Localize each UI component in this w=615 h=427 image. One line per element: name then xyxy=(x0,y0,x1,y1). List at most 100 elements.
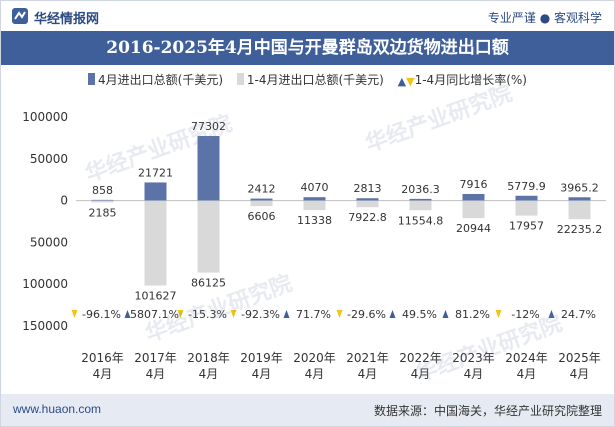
data-label-april: 2036.3 xyxy=(401,183,440,196)
bar-april xyxy=(144,182,167,201)
bar-cumulative xyxy=(91,200,114,203)
bar-cumulative xyxy=(515,200,538,216)
brand-name: 华经情报网 xyxy=(34,12,100,27)
data-label-growth: -96.1% xyxy=(82,308,121,321)
legend-item-growth: ▲▼1-4月同比增长率(%) xyxy=(398,71,527,88)
x-tick-label-month: 4月 xyxy=(517,367,537,381)
legend-swatch-cumulative xyxy=(236,73,244,85)
data-label-april: 4070 xyxy=(301,181,329,194)
growth-down-triangle-icon xyxy=(336,310,343,318)
bar-april xyxy=(515,195,538,201)
chart-legend: 4月进出口总额(千美元) 1-4月进出口总额(千美元) ▲▼1-4月同比增长率(… xyxy=(1,71,614,91)
bar-cumulative xyxy=(303,200,326,211)
y-tick-label: 100000 xyxy=(22,277,68,291)
x-tick-label-year: 2021年 xyxy=(346,351,389,365)
x-tick-label-year: 2024年 xyxy=(505,351,548,365)
bar-april xyxy=(91,199,114,201)
data-label-growth: -92.3% xyxy=(241,308,280,321)
x-tick-label-year: 2025年 xyxy=(558,351,601,365)
bar-april xyxy=(197,135,220,201)
footer-website-link[interactable]: www.huaon.com xyxy=(13,402,102,416)
legend-label-cumulative: 1-4月进出口总额(千美元) xyxy=(246,73,384,87)
data-label-cumulative: 101627 xyxy=(135,290,177,303)
bar-april xyxy=(568,197,591,201)
legend-swatch-april xyxy=(88,73,96,85)
x-tick-label-year: 2023年 xyxy=(452,351,495,365)
growth-up-triangle-icon xyxy=(283,310,290,318)
bar-april xyxy=(356,198,379,201)
data-label-growth: 5807.1% xyxy=(130,308,179,321)
data-label-cumulative: 11554.8 xyxy=(398,214,444,227)
x-tick-label-month: 4月 xyxy=(464,367,484,381)
footer-bar: www.huaon.com 数据来源：中国海关，华经产业研究院整理 xyxy=(1,394,614,426)
y-tick-label: 100000 xyxy=(22,110,68,124)
growth-down-triangle-icon xyxy=(495,310,502,318)
x-tick-label-year: 2017年 xyxy=(134,351,177,365)
data-label-growth: 49.5% xyxy=(402,308,437,321)
y-tick-label: 50000 xyxy=(30,235,68,249)
y-tick-label: 0 xyxy=(60,194,68,208)
x-tick-label-month: 4月 xyxy=(411,367,431,381)
growth-down-triangle-icon xyxy=(71,310,78,318)
data-label-cumulative: 6606 xyxy=(248,210,276,223)
data-label-growth: 81.2% xyxy=(455,308,490,321)
data-label-cumulative: 2185 xyxy=(89,206,117,219)
data-label-growth: -12% xyxy=(511,308,539,321)
title-bar: 2016-2025年4月中国与开曼群岛双边货物进出口额 xyxy=(1,31,614,65)
bar-cumulative xyxy=(356,200,379,208)
growth-up-triangle-icon xyxy=(548,310,555,318)
data-label-growth: 71.7% xyxy=(296,308,331,321)
legend-label-growth: 1-4月同比增长率(%) xyxy=(414,73,527,87)
data-label-cumulative: 22235.2 xyxy=(557,223,603,236)
bar-april xyxy=(303,197,326,201)
x-tick-label-month: 4月 xyxy=(305,367,325,381)
x-tick-label-month: 4月 xyxy=(252,367,272,381)
chart-plot: 100000 50000 0 50000 100000 150000 858 2185 -96.… xyxy=(22,110,606,381)
x-tick-label-year: 2019年 xyxy=(240,351,283,365)
chart-title: 2016-2025年4月中国与开曼群岛双边货物进出口额 xyxy=(106,38,509,58)
data-label-april: 858 xyxy=(92,184,113,197)
data-label-growth: -29.6% xyxy=(347,308,386,321)
bar-cumulative xyxy=(568,200,591,220)
x-tick-label-year: 2016年 xyxy=(81,351,124,365)
data-label-april: 77302 xyxy=(191,120,226,133)
top-bar: 华经情报网 专业严谨 ● 客观科学 xyxy=(1,1,614,31)
tagline: 专业严谨 ● 客观科学 xyxy=(487,11,602,25)
footer-source: 数据来源：中国海关，华经产业研究院整理 xyxy=(373,404,602,418)
x-tick-label-year: 2018年 xyxy=(187,351,230,365)
x-tick-label-month: 4月 xyxy=(358,367,378,381)
bar-cumulative xyxy=(250,200,273,207)
x-tick-label-month: 4月 xyxy=(570,367,590,381)
legend-item-cumulative: 1-4月进出口总额(千美元) xyxy=(236,71,384,88)
bar-cumulative xyxy=(409,200,432,211)
growth-up-triangle-icon xyxy=(442,310,449,318)
x-tick-label-month: 4月 xyxy=(93,367,113,381)
x-tick-label-month: 4月 xyxy=(199,367,219,381)
y-tick-label: 150000 xyxy=(22,319,68,333)
legend-triangle-down-icon: ▼ xyxy=(406,75,415,88)
x-tick-label-month: 4月 xyxy=(146,367,166,381)
growth-up-triangle-icon xyxy=(389,310,396,318)
bar-cumulative xyxy=(462,200,485,219)
data-label-cumulative: 7922.8 xyxy=(348,211,387,224)
growth-down-triangle-icon xyxy=(177,310,184,318)
y-tick-label: 50000 xyxy=(30,152,68,166)
data-label-april: 3965.2 xyxy=(560,181,599,194)
legend-item-april: 4月进出口总额(千美元) xyxy=(88,71,223,88)
bar-cumulative xyxy=(144,200,167,286)
legend-triangle-up-icon: ▲ xyxy=(397,75,407,88)
growth-up-triangle-icon xyxy=(124,310,131,318)
data-label-growth: -15.3% xyxy=(188,308,227,321)
growth-down-triangle-icon xyxy=(230,310,237,318)
data-label-cumulative: 20944 xyxy=(456,222,491,235)
legend-label-april: 4月进出口总额(千美元) xyxy=(98,73,224,87)
data-label-april: 5779.9 xyxy=(507,180,546,193)
data-label-cumulative: 11338 xyxy=(297,214,332,227)
data-label-cumulative: 86125 xyxy=(191,277,226,290)
data-label-april: 7916 xyxy=(460,178,488,191)
data-label-cumulative: 17957 xyxy=(509,220,544,233)
bar-april xyxy=(250,198,273,201)
huajing-logo-icon xyxy=(12,8,28,24)
bar-april xyxy=(462,193,485,201)
